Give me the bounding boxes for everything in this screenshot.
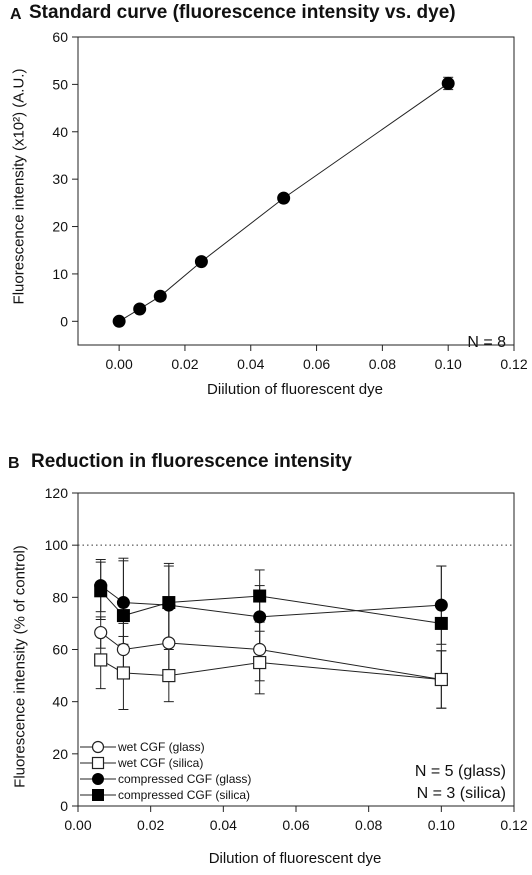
panel-a-n-note: N = 8 (467, 334, 506, 351)
legend-item: compressed CGF (silica) (78, 787, 251, 803)
panel-b-y-tick-label: 0 (60, 798, 68, 814)
legend-label: wet CGF (glass) (118, 740, 205, 754)
panel-b-n-silica: N = 3 (silica) (416, 785, 506, 802)
legend-label: wet CGF (silica) (118, 756, 204, 770)
panel-b-plot-frame (77, 492, 515, 807)
panel-b-x-tick-label: 0.02 (137, 817, 164, 833)
panel-b-x-tick-label: 0.08 (355, 817, 382, 833)
panel-b-x-tick-label: 0.10 (428, 817, 455, 833)
legend-item: wet CGF (glass) (78, 739, 251, 755)
panel-a-y-tick-label: 0 (60, 313, 68, 329)
panel-a-series-0-point (133, 302, 147, 316)
panel-b-x-tick-label: 0.00 (64, 817, 91, 833)
panel-b-series-3-point (253, 589, 267, 603)
panel-b-legend: wet CGF (glass) wet CGF (silica) compres… (78, 739, 251, 803)
panel-b-series-3-point (434, 616, 448, 630)
panel-b-x-tick-label: 0.12 (500, 817, 527, 833)
panel-b-series-3-line (100, 590, 442, 624)
panel-a-x-tick-label: 0.08 (369, 356, 396, 372)
panel-b-series-1-point (434, 672, 448, 687)
panel-b-series-1-point (94, 653, 108, 667)
panel-b-series-0-point (116, 642, 131, 657)
panel-b-series-3-point (162, 596, 176, 610)
panel-a-series-0-point (441, 76, 455, 90)
panel-a-x-tick-label: 0.04 (237, 356, 264, 372)
panel-a-series-0-point (112, 314, 126, 328)
panel-a-series-0-point (194, 255, 208, 269)
panel-a-y-tick-label: 20 (52, 219, 68, 235)
panel-b-y-tick-label: 100 (45, 537, 69, 553)
panel-a-letter: A (10, 6, 22, 23)
panel-a-y-tick-label: 30 (52, 171, 68, 187)
filled-circle-marker-icon (78, 772, 118, 786)
panel-a-x-tick-label: 0.12 (500, 356, 527, 372)
open-square-marker-icon (78, 756, 118, 770)
panel-b-xlabel: Dilution of fluorescent dye (208, 850, 382, 867)
panel-a-y-tick-label: 60 (52, 29, 68, 45)
legend-label: compressed CGF (silica) (118, 788, 251, 802)
panel-a-y-tick-label: 40 (52, 124, 68, 140)
panel-b-letter: B (8, 455, 20, 472)
panel-b-y-tick-label: 40 (52, 694, 68, 710)
panel-a-series-0-point (277, 191, 291, 205)
panel-b-n-glass: N = 5 (glass) (414, 763, 506, 780)
panel-b-y-tick-label: 120 (45, 485, 69, 501)
panel-a-series-0-point (153, 289, 167, 303)
panel-b-series-2-line (100, 585, 442, 618)
panel-b-series-0-point (253, 642, 267, 657)
panel-a-y-tick-label: 50 (52, 76, 68, 92)
legend-item: wet CGF (silica) (78, 755, 251, 771)
panel-b-series-2-point (253, 610, 267, 624)
panel-a-x-tick-label: 0.06 (303, 356, 330, 372)
filled-square-marker-icon (78, 788, 118, 802)
panel-b-y-tick-label: 80 (52, 589, 68, 605)
panel-a-xlabel: Diilution of fluorescent dye (207, 381, 383, 398)
panel-b-x-tick-label: 0.04 (210, 817, 237, 833)
panel-a-plot-frame (77, 36, 515, 346)
panel-a-x-tick-label: 0.02 (171, 356, 198, 372)
panel-b-y-tick-label: 60 (52, 642, 68, 658)
panel-b-y-tick-label: 20 (52, 746, 68, 762)
panel-b-series-1-point (162, 668, 176, 683)
panel-b-series-3-point (116, 609, 130, 623)
open-circle-marker-icon (78, 740, 118, 754)
panel-b-series-2-point (116, 596, 130, 610)
panel-b-series-3-point (94, 584, 108, 598)
legend-label: compressed CGF (glass) (118, 772, 252, 786)
panel-b-series-2-point (434, 598, 448, 612)
panel-b-series-1-line (100, 659, 442, 680)
panel-b-series-0-point (162, 636, 176, 650)
panel-b-series-0-line (100, 632, 442, 680)
panel-b-series-1-point (253, 655, 267, 670)
panel-b-series-1-point (116, 666, 131, 680)
panel-b-title: Reduction in fluorescence intensity (31, 451, 352, 472)
panel-b-x-tick-label: 0.06 (282, 817, 309, 833)
panel-a-x-tick-label: 0.00 (106, 356, 133, 372)
panel-a-x-tick-label: 0.10 (435, 356, 462, 372)
legend-item: compressed CGF (glass) (78, 771, 251, 787)
panel-a-title: Standard curve (fluorescence intensity v… (29, 2, 456, 23)
panel-b-series-0-point (94, 625, 108, 640)
panel-a-y-tick-label: 10 (52, 266, 68, 282)
